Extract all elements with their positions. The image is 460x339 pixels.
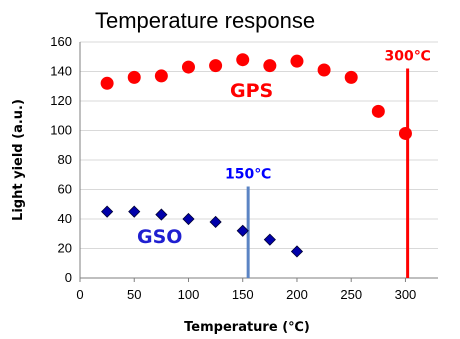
point-gps	[209, 59, 223, 73]
x-tick-label: 0	[76, 287, 83, 302]
point-gps	[290, 54, 304, 68]
point-gps	[100, 76, 114, 90]
series-label-gps: GPS	[230, 80, 273, 102]
point-gps	[344, 70, 358, 84]
axes	[79, 42, 438, 282]
point-gso	[263, 233, 276, 246]
marker-label-0: 300℃	[385, 49, 431, 65]
x-tick-label: 150	[232, 287, 254, 302]
point-gps	[317, 63, 331, 77]
y-tick-labels: 0 20 40 60 80 100 120 140 160	[50, 34, 72, 285]
temperature-markers: 300℃ 150℃	[225, 49, 431, 278]
point-gps	[371, 104, 385, 118]
point-gso	[236, 224, 249, 237]
y-tick-label: 160	[50, 34, 72, 49]
point-gps	[127, 70, 141, 84]
y-axis-label: Light yield (a.u.)	[11, 99, 26, 221]
series-label-gso: GSO	[137, 226, 182, 248]
y-tick-label: 80	[58, 152, 72, 167]
x-tick-label: 300	[395, 287, 417, 302]
x-tick-label: 50	[127, 287, 141, 302]
gridlines	[80, 41, 438, 249]
y-tick-label: 0	[65, 270, 72, 285]
chart-title: Temperature response	[95, 8, 315, 33]
x-tick-labels: 0 50 100 150 200 250 300	[76, 287, 416, 302]
point-gps	[181, 60, 195, 74]
y-tick-label: 140	[50, 64, 72, 79]
point-gso	[209, 215, 222, 229]
point-gso	[101, 205, 114, 218]
point-gso	[182, 212, 195, 226]
point-gps	[263, 59, 277, 73]
data-series	[100, 53, 412, 258]
x-tick-label: 200	[286, 287, 308, 302]
y-tick-label: 100	[50, 123, 72, 138]
point-gps	[236, 53, 250, 67]
x-tick-label: 250	[340, 287, 362, 302]
y-tick-label: 60	[58, 182, 72, 197]
x-axis-label: Temperature (℃)	[184, 320, 310, 335]
marker-label-1: 150℃	[225, 167, 271, 183]
point-gps	[154, 69, 168, 83]
point-gps	[398, 126, 412, 140]
y-tick-label: 20	[58, 241, 72, 256]
y-tick-label: 120	[50, 93, 72, 108]
point-gso	[128, 205, 141, 218]
point-gso	[155, 208, 168, 221]
point-gso	[290, 245, 304, 258]
y-tick-label: 40	[58, 211, 72, 226]
x-tick-label: 100	[178, 287, 200, 302]
